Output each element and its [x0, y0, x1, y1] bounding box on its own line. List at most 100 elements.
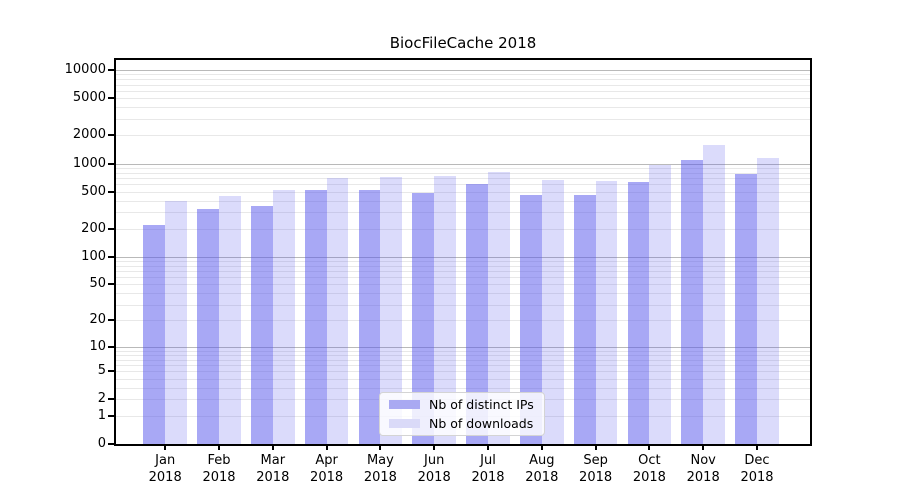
y-tick-mark — [108, 398, 114, 401]
x-tick-mark — [433, 445, 436, 450]
minor-gridline — [116, 98, 810, 100]
bar-distinct-ips — [251, 205, 273, 444]
x-tick-month: Jul — [480, 453, 496, 468]
y-tick-mark — [108, 255, 114, 258]
x-tick-mark — [379, 445, 382, 450]
bar-distinct-ips — [412, 193, 435, 444]
x-tick-label: Sep 2018 — [566, 452, 626, 486]
y-tick-label: 2 — [97, 391, 106, 407]
x-tick-month: Oct — [638, 453, 661, 468]
bar-downloads — [434, 175, 456, 444]
x-tick-mark — [325, 445, 328, 450]
x-tick-mark — [756, 445, 758, 450]
y-tick-mark — [108, 69, 114, 72]
minor-gridline — [116, 74, 810, 76]
x-tick-month: Jan — [155, 453, 176, 468]
bar-downloads — [326, 178, 349, 444]
y-tick-label: 100 — [81, 248, 106, 264]
x-tick-month: May — [366, 453, 394, 468]
minor-gridline — [116, 293, 810, 295]
y-tick-mark — [108, 345, 114, 348]
legend-label: Nb of distinct IPs — [429, 397, 534, 412]
bar-downloads — [757, 157, 779, 444]
x-tick-month: Jun — [424, 453, 445, 468]
plot-area — [114, 58, 812, 446]
minor-gridline — [116, 172, 810, 174]
x-tick-label: Jun 2018 — [404, 452, 464, 486]
x-tick-label: Mar 2018 — [243, 452, 303, 486]
x-tick-year: 2018 — [525, 470, 559, 485]
x-tick-year: 2018 — [256, 470, 290, 485]
minor-gridline — [116, 84, 810, 86]
legend-swatch — [389, 400, 420, 409]
minor-gridline — [116, 79, 810, 81]
bar-downloads — [380, 177, 403, 444]
minor-gridline — [116, 359, 810, 361]
major-gridline — [116, 163, 810, 165]
y-tick-mark — [108, 414, 114, 417]
x-tick-year: 2018 — [579, 470, 613, 485]
x-tick-mark — [487, 445, 489, 450]
legend: Nb of distinct IPs Nb of downloads — [379, 392, 545, 436]
x-tick-label: Feb 2018 — [189, 452, 249, 486]
x-tick-label: Jan 2018 — [135, 452, 195, 486]
x-tick-mark — [594, 445, 597, 450]
y-tick-label: 200 — [81, 220, 106, 236]
y-tick-mark — [108, 162, 114, 165]
bar-downloads — [488, 171, 510, 444]
x-tick-label: Oct 2018 — [619, 452, 679, 486]
bar-distinct-ips — [627, 181, 650, 444]
x-tick-year: 2018 — [202, 470, 236, 485]
minor-gridline — [116, 178, 810, 180]
y-tick-label: 10000 — [64, 62, 106, 78]
legend-label: Nb of downloads — [429, 416, 534, 431]
x-tick-month: Dec — [744, 453, 770, 468]
bar-distinct-ips — [358, 190, 381, 444]
x-tick-year: 2018 — [686, 470, 720, 485]
minor-gridline — [116, 284, 810, 286]
minor-gridline — [116, 260, 810, 262]
y-tick-mark — [108, 97, 114, 100]
minor-gridline — [116, 265, 810, 267]
minor-gridline — [116, 350, 810, 352]
y-tick-label: 2000 — [72, 127, 106, 143]
x-tick-year: 2018 — [471, 470, 505, 485]
x-tick-month: Nov — [690, 453, 716, 468]
minor-gridline — [116, 371, 810, 373]
bar-distinct-ips — [466, 184, 488, 444]
legend-entry: Nb of downloads — [389, 416, 535, 431]
x-tick-mark — [164, 445, 167, 450]
x-tick-label: Jul 2018 — [458, 452, 518, 486]
minor-gridline — [116, 228, 810, 230]
bar-distinct-ips — [735, 174, 757, 444]
x-tick-mark — [218, 445, 220, 450]
bar-downloads — [649, 164, 672, 444]
minor-gridline — [116, 184, 810, 186]
minor-gridline — [116, 354, 810, 356]
y-tick-mark — [108, 134, 114, 137]
minor-gridline — [116, 191, 810, 193]
x-tick-year: 2018 — [632, 470, 666, 485]
y-tick-label: 0 — [97, 436, 106, 451]
x-tick-label: Aug 2018 — [512, 452, 572, 486]
minor-gridline — [116, 167, 810, 169]
bar-downloads — [703, 144, 725, 444]
y-tick-label: 5000 — [72, 90, 106, 106]
minor-gridline — [116, 365, 810, 366]
y-tick-mark — [108, 370, 114, 373]
x-tick-mark — [271, 445, 274, 450]
y-tick-mark — [108, 319, 114, 322]
legend-swatch — [389, 419, 420, 428]
y-tick-mark — [108, 190, 114, 193]
x-tick-mark — [540, 445, 543, 450]
x-tick-mark — [702, 445, 705, 450]
x-tick-label: Apr 2018 — [297, 452, 357, 486]
x-tick-year: 2018 — [363, 470, 397, 485]
y-tick-label: 20 — [89, 312, 106, 328]
x-tick-label: Dec 2018 — [727, 452, 787, 486]
minor-gridline — [116, 200, 810, 202]
bar-downloads — [595, 180, 618, 444]
x-tick-label: May 2018 — [350, 452, 410, 486]
legend-entry: Nb of distinct IPs — [389, 397, 535, 412]
bar-distinct-ips — [573, 195, 596, 444]
